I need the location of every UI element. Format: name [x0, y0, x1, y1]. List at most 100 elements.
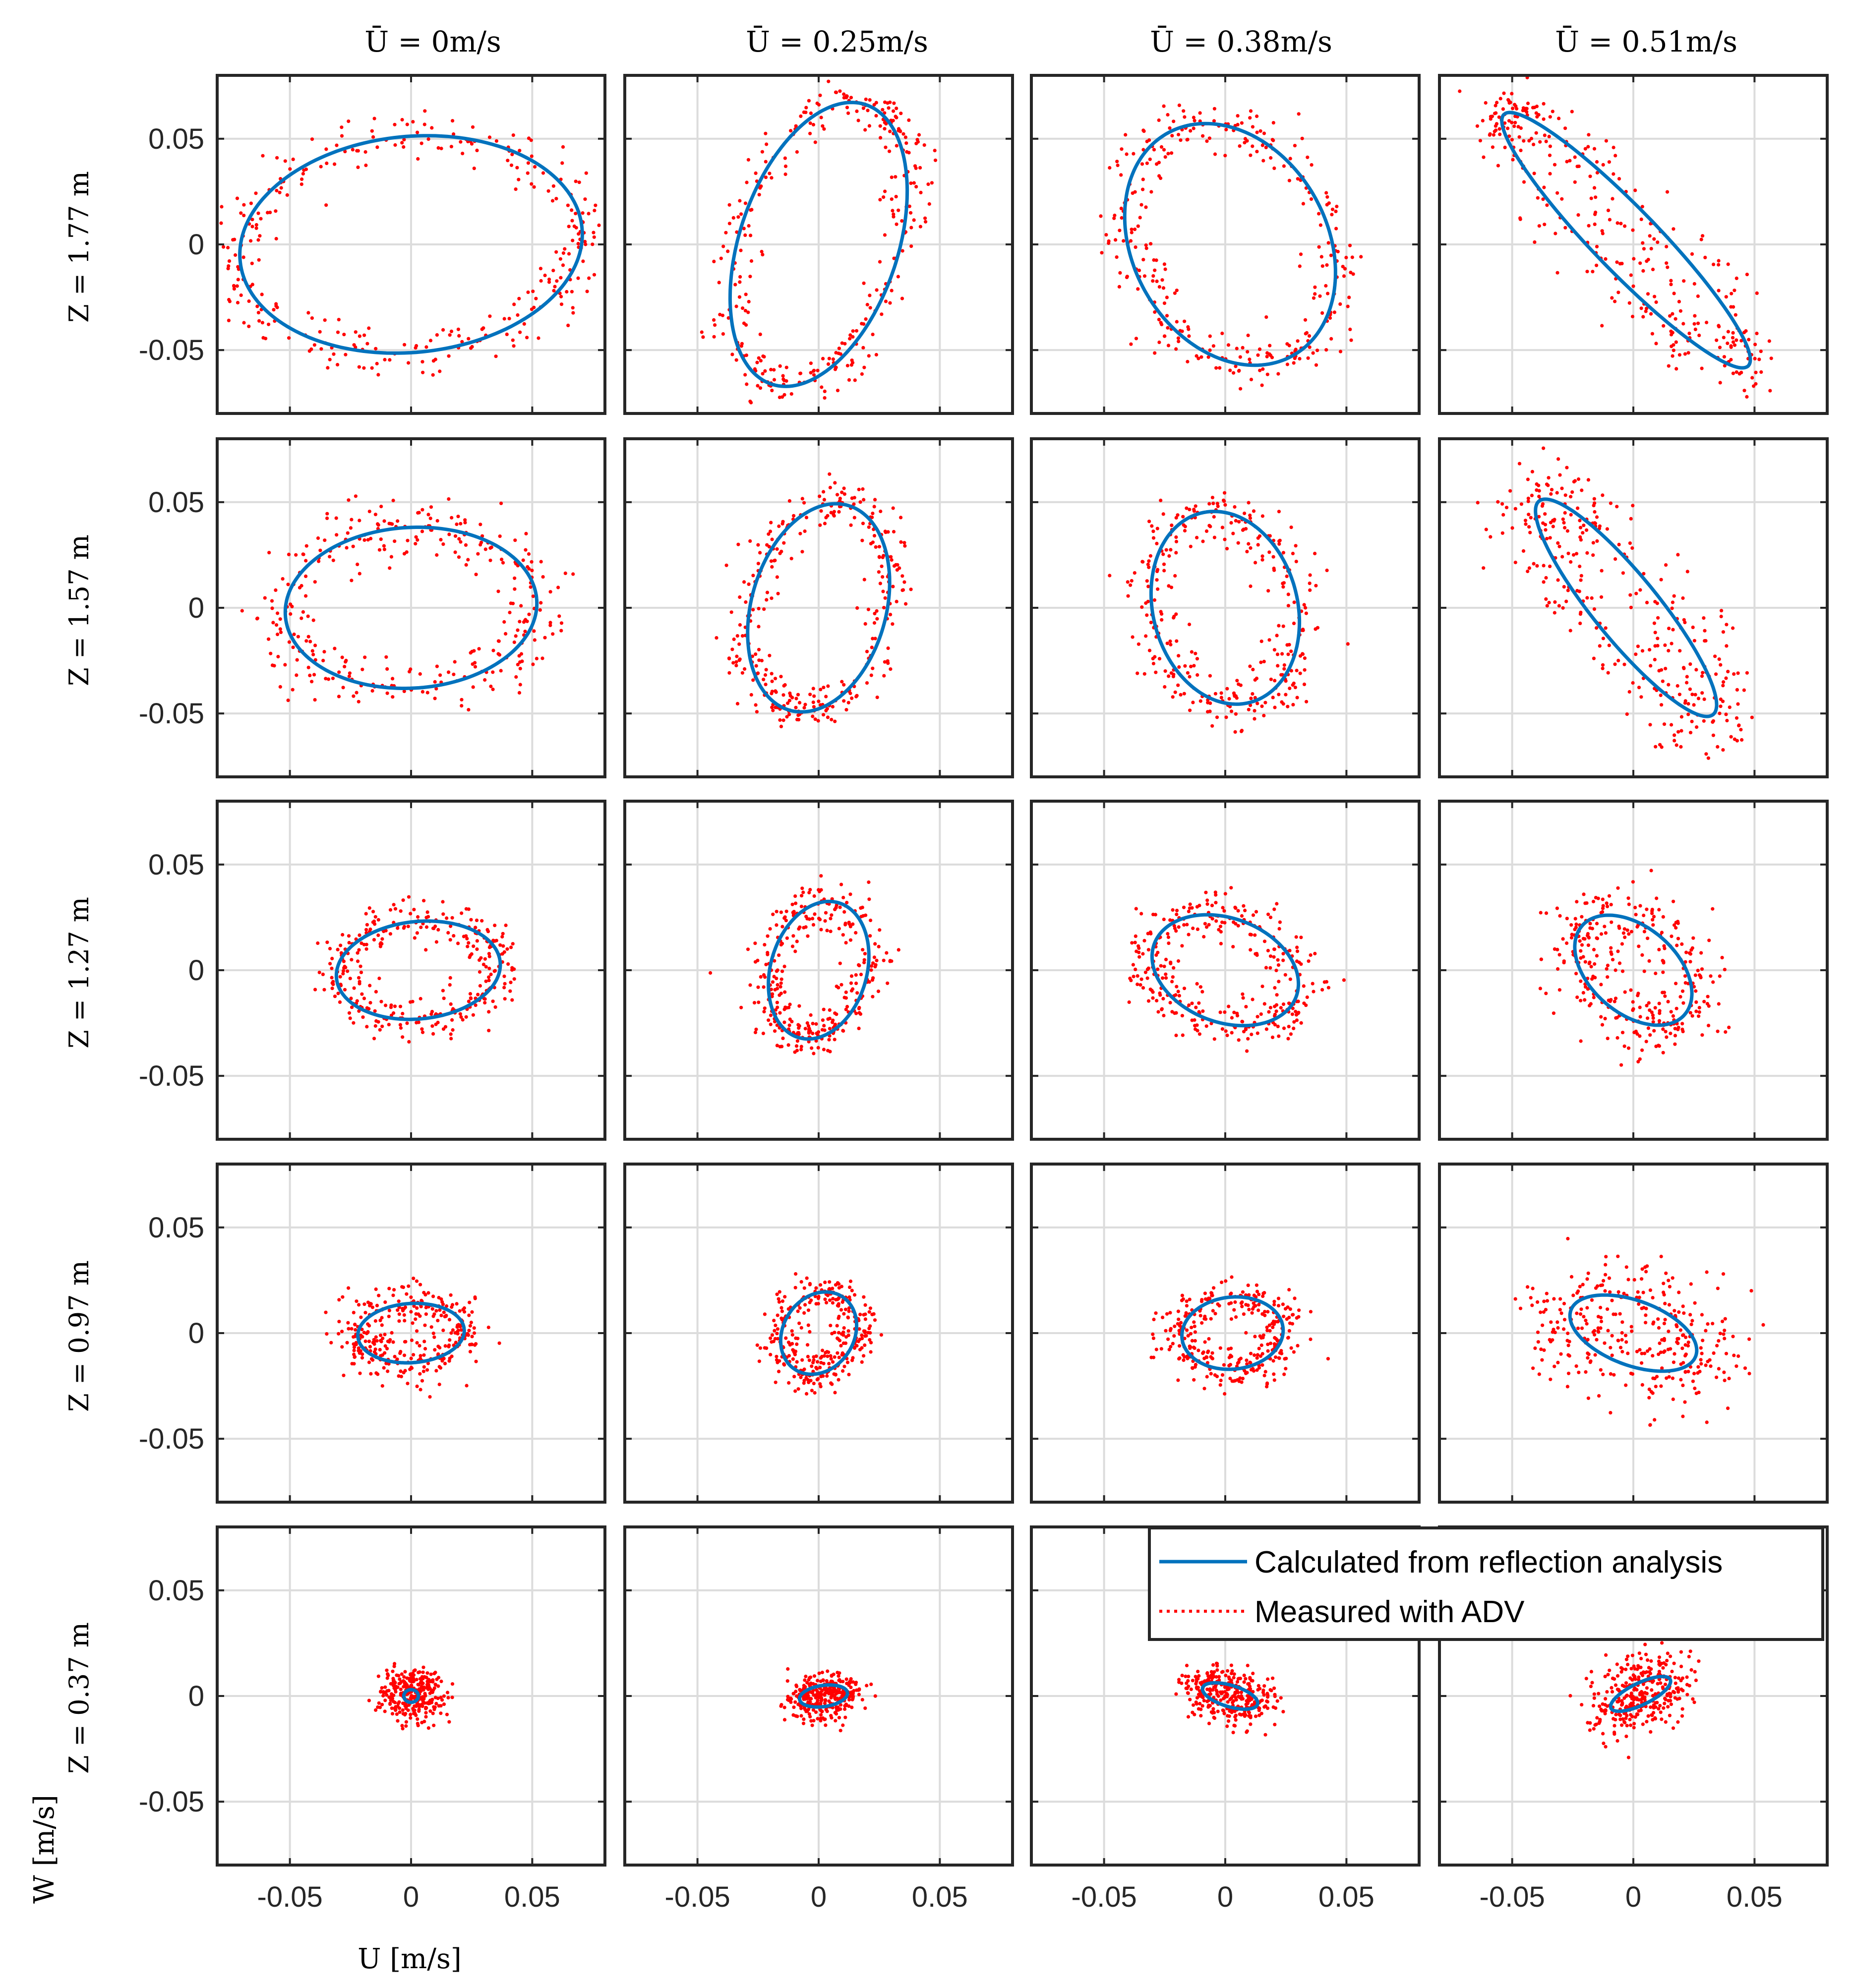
measured-point — [453, 534, 458, 538]
measured-point — [1248, 513, 1252, 518]
measured-point — [846, 1333, 850, 1338]
measured-point — [339, 943, 343, 947]
measured-point — [1529, 516, 1533, 520]
measured-point — [1286, 592, 1290, 596]
measured-point — [497, 639, 501, 643]
measured-point — [1669, 283, 1673, 287]
measured-point — [1188, 902, 1192, 906]
measured-point — [441, 542, 445, 546]
measured-point — [1649, 869, 1653, 873]
measured-point — [256, 311, 261, 315]
measured-point — [382, 519, 386, 523]
measured-point — [1276, 1024, 1280, 1028]
measured-point — [841, 1029, 845, 1033]
measured-point — [1494, 104, 1497, 108]
measured-point — [1275, 902, 1279, 906]
measured-point — [803, 702, 807, 706]
measured-point — [558, 257, 562, 261]
measured-point — [1718, 381, 1722, 385]
measured-point — [470, 1335, 474, 1339]
measured-point — [1155, 569, 1159, 574]
measured-point — [1658, 743, 1662, 747]
measured-point — [574, 179, 578, 183]
measured-point — [1767, 339, 1771, 343]
measured-point — [1180, 329, 1184, 333]
measured-point — [420, 1379, 424, 1383]
measured-point — [1587, 224, 1591, 228]
measured-point — [356, 562, 359, 566]
measured-point — [794, 124, 798, 128]
measured-point — [406, 925, 410, 929]
measured-point — [759, 975, 763, 979]
measured-point — [1292, 1026, 1296, 1030]
measured-point — [1660, 703, 1664, 707]
measured-point — [1731, 336, 1735, 340]
measured-point — [794, 697, 798, 701]
measured-point — [1646, 1026, 1650, 1030]
measured-point — [1595, 160, 1599, 164]
measured-point — [1146, 999, 1151, 1003]
measured-point — [1737, 724, 1741, 728]
measured-point — [727, 222, 731, 226]
measured-point — [1172, 1334, 1176, 1338]
measured-point — [795, 1360, 799, 1364]
measured-point — [862, 281, 866, 285]
measured-point — [762, 355, 766, 359]
measured-point — [769, 1336, 773, 1340]
measured-point — [767, 532, 771, 536]
measured-point — [863, 622, 867, 626]
measured-point — [419, 141, 423, 145]
measured-point — [735, 654, 739, 658]
measured-point — [1661, 970, 1665, 974]
measured-point — [780, 395, 784, 399]
measured-point — [1551, 110, 1554, 114]
measured-point — [360, 1352, 364, 1356]
measured-point — [1493, 112, 1497, 116]
measured-point — [443, 1344, 447, 1348]
measured-point — [899, 540, 903, 544]
measured-point — [763, 369, 767, 373]
measured-point — [398, 1023, 403, 1027]
measured-point — [1659, 693, 1663, 698]
measured-point — [1313, 951, 1317, 956]
measured-point — [378, 1347, 382, 1352]
measured-point — [1258, 368, 1262, 372]
measured-point — [531, 290, 535, 293]
measured-point — [818, 523, 822, 527]
measured-point — [1722, 680, 1726, 684]
measured-point — [837, 986, 840, 990]
measured-point — [380, 1384, 384, 1388]
measured-point — [1240, 729, 1244, 733]
measured-point — [1599, 932, 1604, 936]
measured-point — [406, 538, 410, 542]
measured-point — [1255, 1353, 1259, 1357]
measured-point — [807, 1358, 811, 1362]
measured-point — [392, 1288, 396, 1292]
measured-point — [380, 1316, 384, 1320]
measured-point — [806, 934, 810, 938]
measured-point — [510, 968, 514, 972]
measured-point — [373, 1024, 377, 1028]
measured-point — [883, 189, 887, 193]
measured-point — [1482, 155, 1486, 159]
measured-point — [1268, 915, 1273, 919]
measured-point — [821, 124, 825, 128]
measured-point — [1234, 519, 1238, 523]
measured-point — [487, 954, 491, 958]
measured-point — [1654, 745, 1658, 749]
measured-point — [1159, 964, 1163, 968]
measured-point — [819, 688, 823, 692]
measured-point — [1186, 1334, 1190, 1338]
measured-point — [828, 472, 832, 476]
measured-point — [1133, 228, 1137, 232]
measured-point — [1630, 314, 1635, 319]
measured-point — [328, 555, 332, 559]
measured-point — [1312, 296, 1316, 300]
measured-point — [250, 283, 254, 287]
measured-point — [1697, 1006, 1701, 1010]
measured-point — [1606, 904, 1610, 908]
measured-point — [375, 361, 379, 366]
measured-point — [863, 1343, 867, 1347]
measured-point — [909, 211, 913, 215]
measured-point — [1707, 1004, 1711, 1008]
